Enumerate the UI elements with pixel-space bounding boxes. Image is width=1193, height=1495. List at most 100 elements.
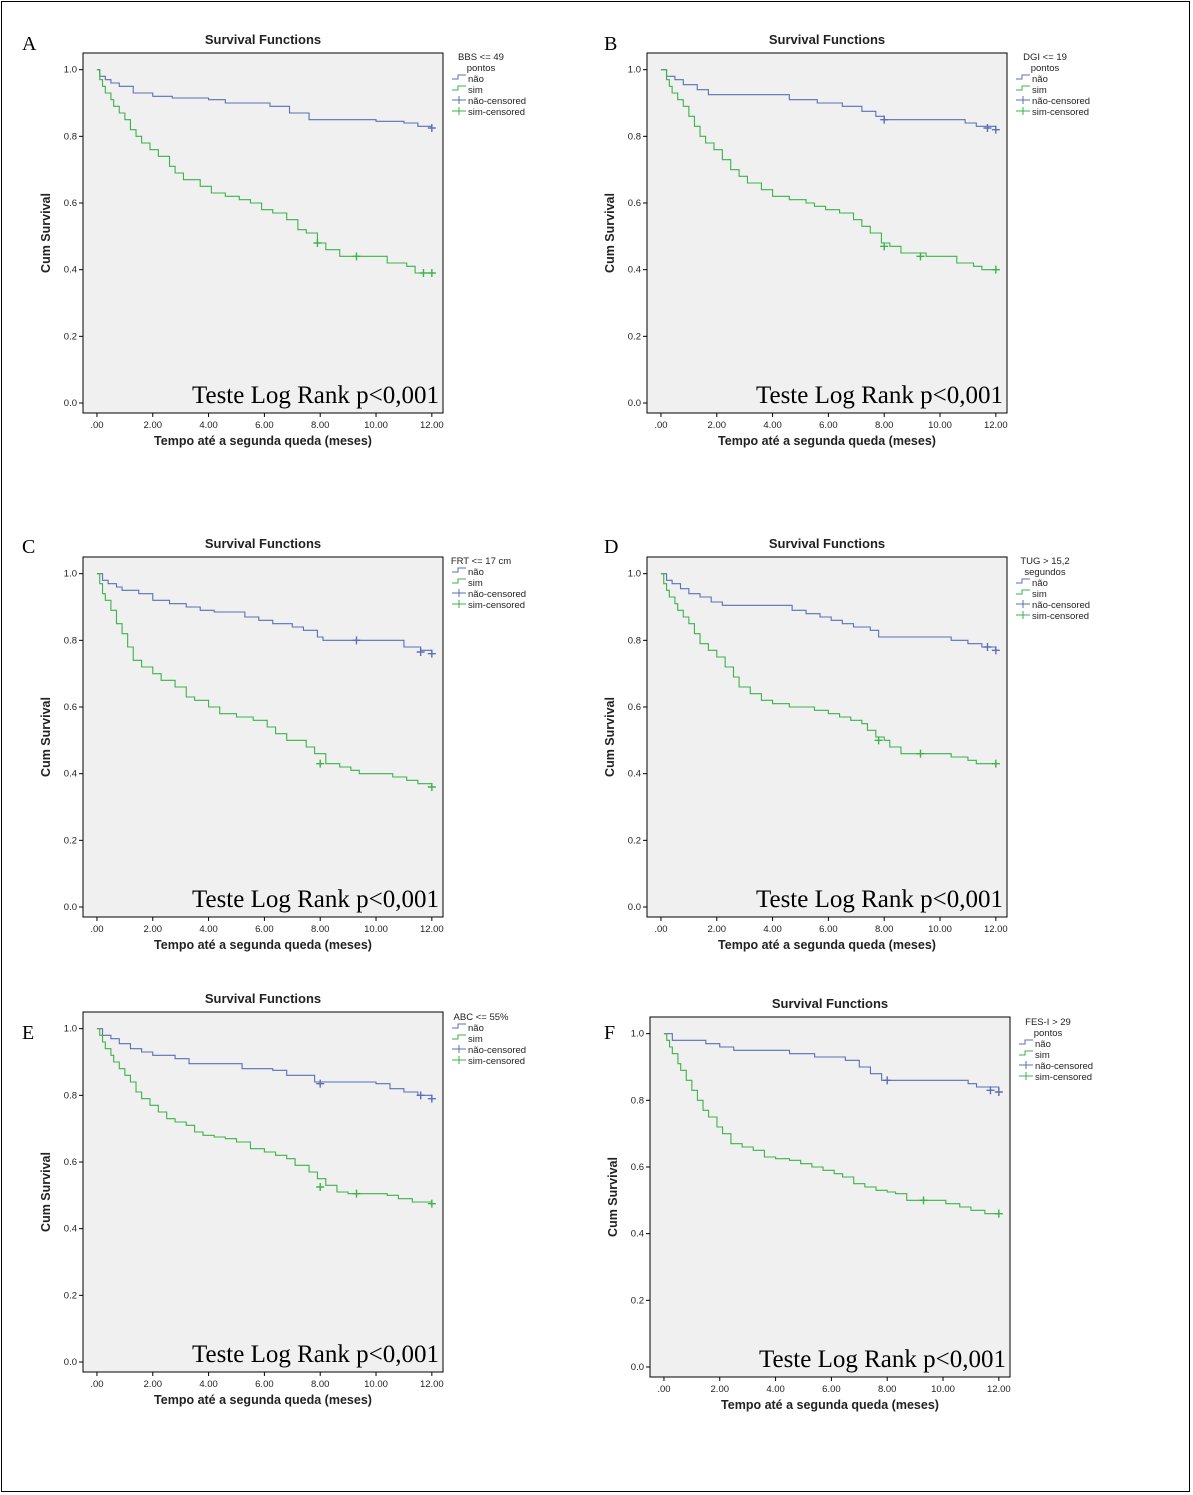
legend-swatch-line — [1016, 74, 1030, 80]
legend-title: pontos — [467, 63, 496, 74]
censor-mark-nao — [416, 648, 425, 656]
x-tick-label: 10.00 — [928, 420, 952, 431]
y-tick-label: 0.4 — [628, 265, 641, 276]
plot-area — [82, 1011, 444, 1373]
panel-f: F Survival Functions 0.0 0.2 0.4 0.6 0.8 1.0 .00… — [604, 996, 1093, 1412]
y-tick-label: 0.0 — [628, 902, 641, 913]
censor-mark-nao — [991, 125, 1000, 134]
censor-mark-nao — [880, 115, 889, 124]
log-rank-annotation: Teste Log Rank p<0,001 — [192, 382, 439, 409]
legend-entry: não-censored — [468, 96, 526, 107]
chart-title: Survival Functions — [769, 536, 885, 551]
legend-title: BBS <= 49 — [458, 52, 504, 63]
x-tick-label: 4.00 — [199, 924, 218, 935]
legend-entry: sim — [1032, 589, 1047, 600]
survival-curve-sim — [660, 69, 996, 271]
x-axis-label: Tempo até a segunda queda (meses) — [718, 434, 936, 448]
censor-mark-nao — [416, 1091, 425, 1100]
panel-a: A Survival Functions 0.0 0.2 0.4 0.6 0.8 1.0 .00… — [22, 32, 526, 448]
y-tick-label: 0.2 — [631, 1295, 644, 1306]
legend-swatch-line — [1019, 1050, 1033, 1056]
x-axis-label: Tempo até a segunda queda (meses) — [721, 1398, 939, 1412]
y-tick-label: 0.4 — [628, 769, 641, 780]
y-axis-label: Cum Survival — [603, 697, 617, 777]
survival-curve-nao — [96, 573, 433, 654]
y-tick-label: 0.6 — [64, 702, 77, 713]
legend-swatch-censor — [1016, 600, 1030, 608]
y-axis-label: Cum Survival — [606, 1157, 620, 1237]
y-tick-label: 0.2 — [628, 331, 641, 342]
x-tick-label: 6.00 — [255, 420, 274, 431]
legend-title: ABC <= 55% — [454, 1012, 509, 1023]
x-tick-label: .00 — [657, 1384, 670, 1395]
x-tick-label: 2.00 — [708, 924, 727, 935]
legend-entry: não-censored — [1032, 600, 1090, 611]
legend-entry: não-censored — [1032, 96, 1090, 107]
x-tick-label: 2.00 — [144, 1379, 163, 1390]
x-tick-label: 8.00 — [878, 1384, 897, 1395]
y-tick-label: 0.4 — [64, 769, 77, 780]
legend-swatch-censor — [1019, 1061, 1033, 1069]
legend-swatch-line — [452, 74, 466, 80]
legend-swatch-line — [1016, 589, 1030, 595]
y-tick-label: 0.8 — [628, 635, 641, 646]
legend-entry: sim-censored — [468, 107, 525, 118]
x-tick-label: 12.00 — [420, 420, 444, 431]
y-axis-label: Cum Survival — [603, 193, 617, 273]
censor-mark-nao — [991, 646, 1000, 655]
x-tick-label: 4.00 — [766, 1384, 785, 1395]
x-tick-label: 2.00 — [708, 420, 727, 431]
y-tick-label: 1.0 — [628, 569, 641, 580]
y-tick-label: 0.0 — [628, 398, 641, 409]
censor-mark-sim — [419, 269, 428, 277]
y-tick-label: 0.2 — [64, 331, 77, 342]
x-tick-label: 12.00 — [420, 924, 444, 935]
x-axis-label: Tempo até a segunda queda (meses) — [154, 434, 372, 448]
y-tick-label: 0.0 — [64, 902, 77, 913]
y-tick-label: 1.0 — [64, 569, 77, 580]
x-tick-label: 4.00 — [199, 1379, 218, 1390]
panel-c: C Survival Functions 0.0 0.2 0.4 0.6 0.8 1.0 .00… — [22, 536, 526, 952]
log-rank-annotation: Teste Log Rank p<0,001 — [759, 1346, 1006, 1373]
x-tick-label: .00 — [654, 420, 667, 431]
censor-mark-sim — [991, 759, 1000, 768]
log-rank-annotation: Teste Log Rank p<0,001 — [192, 886, 439, 913]
censor-mark-sim — [991, 265, 1000, 274]
plot-area — [646, 52, 1008, 414]
legend-entry: não — [1032, 74, 1048, 85]
censor-mark-nao — [983, 124, 992, 132]
legend-swatch-line — [1019, 1039, 1033, 1045]
x-tick-label: 12.00 — [987, 1384, 1011, 1395]
x-tick-label: .00 — [90, 420, 103, 431]
censor-mark-nao — [883, 1076, 892, 1085]
panel-letter: F — [604, 1022, 615, 1044]
x-tick-label: .00 — [90, 924, 103, 935]
x-tick-label: 10.00 — [364, 1379, 388, 1390]
censor-mark-sim — [919, 1196, 928, 1205]
censor-mark-sim — [316, 759, 325, 768]
x-tick-label: 6.00 — [255, 1379, 274, 1390]
legend-title: FRT <= 17 cm — [451, 556, 511, 567]
log-rank-annotation: Teste Log Rank p<0,001 — [192, 1341, 439, 1368]
legend-entry: não — [468, 1023, 484, 1034]
censor-mark-sim — [427, 783, 436, 791]
legend-swatch-censor — [1016, 107, 1030, 115]
legend-swatch-censor — [452, 1056, 466, 1064]
x-tick-label: 10.00 — [364, 924, 388, 935]
y-tick-label: 0.2 — [628, 835, 641, 846]
panel-letter: A — [22, 33, 37, 55]
legend-swatch-line — [452, 85, 466, 91]
censor-mark-sim — [916, 252, 925, 261]
plot-area — [646, 556, 1008, 918]
legend-entry: não-censored — [468, 589, 526, 600]
censor-mark-sim — [880, 242, 889, 251]
chart-title: Survival Functions — [205, 32, 321, 47]
legend-title: pontos — [1031, 63, 1060, 74]
y-tick-label: 0.6 — [64, 1157, 77, 1168]
x-axis-label: Tempo até a segunda queda (meses) — [154, 1393, 372, 1407]
survival-curve-sim — [663, 1033, 999, 1215]
y-tick-label: 0.6 — [628, 702, 641, 713]
legend-title: TUG > 15,2 — [1020, 556, 1069, 567]
legend-swatch-censor — [452, 589, 466, 597]
